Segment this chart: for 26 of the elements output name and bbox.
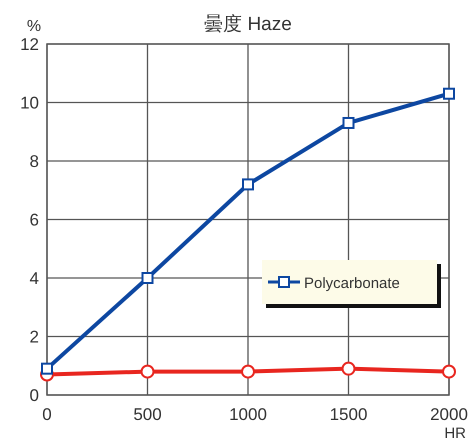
point: [241, 364, 255, 379]
point: [41, 362, 53, 375]
x-tick-label: 1500: [330, 405, 368, 424]
x-tick-label: 2000: [430, 405, 468, 424]
y-tick-label: 8: [30, 152, 39, 171]
x-tick-label: 500: [133, 405, 162, 424]
point: [242, 178, 254, 190]
point: [142, 272, 154, 284]
point: [342, 116, 354, 129]
y-tick-label: 0: [30, 386, 39, 405]
point: [443, 88, 455, 100]
chart-title: 曇度 Haze: [204, 13, 292, 35]
legend-label: Polycarbonate: [304, 275, 400, 292]
point: [140, 364, 154, 379]
y-axis-title: %: [26, 18, 42, 35]
point: [442, 364, 456, 379]
x-tick-label: 1000: [229, 405, 267, 424]
x-axis-title: HR: [444, 425, 466, 441]
y-tick-label: 6: [30, 210, 39, 230]
y-tick-label: 12: [20, 35, 39, 54]
y-tick-label: 10: [20, 94, 39, 112]
x-tick-label: 0: [42, 405, 52, 424]
point: [342, 362, 356, 376]
y-tick-label: 2: [30, 328, 39, 346]
y-tick-label: 4: [30, 269, 39, 288]
legend: Polycarbonate: [262, 260, 441, 308]
